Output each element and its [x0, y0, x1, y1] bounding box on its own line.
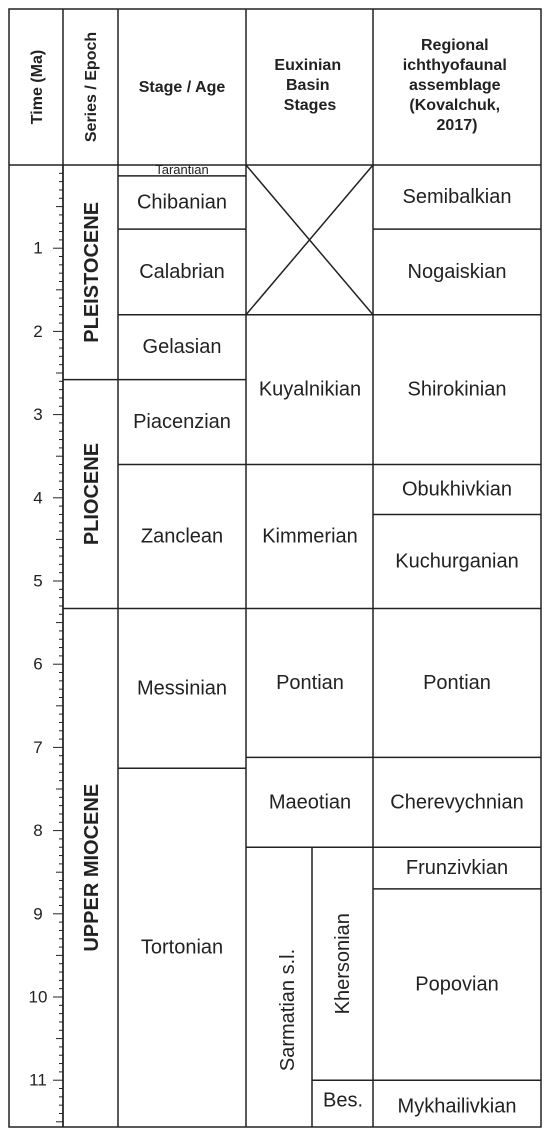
regional-assemblage-label: Pontian [423, 672, 491, 694]
header-regional-line: Regional [421, 37, 489, 54]
header-series: Series / Epoch [83, 32, 100, 142]
regional-assemblage-label: Mykhailivkian [398, 1096, 517, 1118]
epoch-label: UPPER MIOCENE [81, 784, 103, 952]
regional-assemblage-label: Obukhivkian [402, 478, 512, 500]
stage-label: Messinian [137, 677, 227, 699]
tick-label: 7 [33, 738, 42, 757]
regional-assemblage-label: Popovian [415, 974, 498, 996]
epoch-label: PLEISTOCENE [81, 202, 103, 343]
stage-label: Calabrian [139, 261, 225, 283]
table-border [8, 8, 542, 1128]
euxinian-stage-label: Kimmerian [262, 525, 358, 547]
header-euxinian: Euxinian Basin Stages [274, 57, 345, 114]
header-euxinian-line: Basin [286, 77, 330, 94]
epoch-label: PLIOCENE [81, 443, 103, 545]
header-time: Time (Ma) [29, 50, 46, 124]
euxinian-column: Kuyalnikian Kimmerian Pontian Maeotian Sarma… [245, 164, 374, 1127]
tick-label: 8 [33, 821, 42, 840]
tick-label: 5 [33, 572, 42, 591]
stage-label: Gelasian [143, 336, 222, 358]
header-regional-line: assemblage [409, 77, 501, 94]
epoch-column: PLEISTOCENE PLIOCENE UPPER MIOCENE [63, 202, 118, 952]
tick-label: 3 [33, 405, 42, 424]
header-row: Time (Ma) Series / Epoch Stage / Age Eux… [29, 32, 511, 142]
regional-assemblage-label: Kuchurganian [395, 550, 518, 572]
euxinian-stage-label: Maeotian [269, 791, 351, 813]
stage-label: Piacenzian [133, 411, 231, 433]
header-stage: Stage / Age [139, 79, 226, 96]
sarmatian-label: Sarmatian s.l. [277, 949, 299, 1071]
time-axis: 1 2 3 4 5 6 7 8 9 10 11 [29, 165, 64, 1127]
stage-label: Zanclean [141, 525, 223, 547]
regional-assemblage-label: Shirokinian [408, 379, 507, 401]
stage-label: Chibanian [137, 191, 227, 213]
tick-label: 2 [33, 322, 42, 341]
regional-column: Semibalkian Nogaiskian Shirokinian Obukhivk… [373, 186, 541, 1118]
header-regional-line: 2017) [437, 117, 478, 134]
stage-label: Tortonian [141, 937, 223, 959]
euxinian-stage-label: Kuyalnikian [259, 379, 361, 401]
euxinian-stage-label: Pontian [276, 672, 344, 694]
substage-label: Khersonian [332, 913, 354, 1014]
header-euxinian-line: Stages [284, 97, 337, 114]
stage-label: Tarantian [155, 162, 208, 177]
header-regional-line: (Kovalchuk, [409, 97, 500, 114]
regional-assemblage-label: Semibalkian [403, 186, 512, 208]
tick-label: 4 [33, 488, 42, 507]
regional-assemblage-label: Frunzivkian [406, 857, 508, 879]
tick-label: 9 [33, 904, 42, 923]
tick-label: 1 [33, 239, 42, 258]
stage-column: Tarantian Chibanian Calabrian Gelasian Piace… [118, 162, 246, 959]
header-euxinian-line: Euxinian [274, 57, 341, 74]
tick-label: 10 [29, 988, 48, 1007]
regional-assemblage-label: Cherevychnian [390, 791, 523, 813]
tick-label: 6 [33, 655, 42, 674]
regional-assemblage-label: Nogaiskian [408, 261, 507, 283]
substage-label: Bes. [323, 1090, 363, 1112]
header-regional: Regional ichthyofaunal assemblage (Koval… [403, 37, 511, 134]
no-data-cross-line [245, 164, 374, 316]
tick-label: 11 [29, 1071, 47, 1090]
header-regional-line: ichthyofaunal [403, 57, 507, 74]
